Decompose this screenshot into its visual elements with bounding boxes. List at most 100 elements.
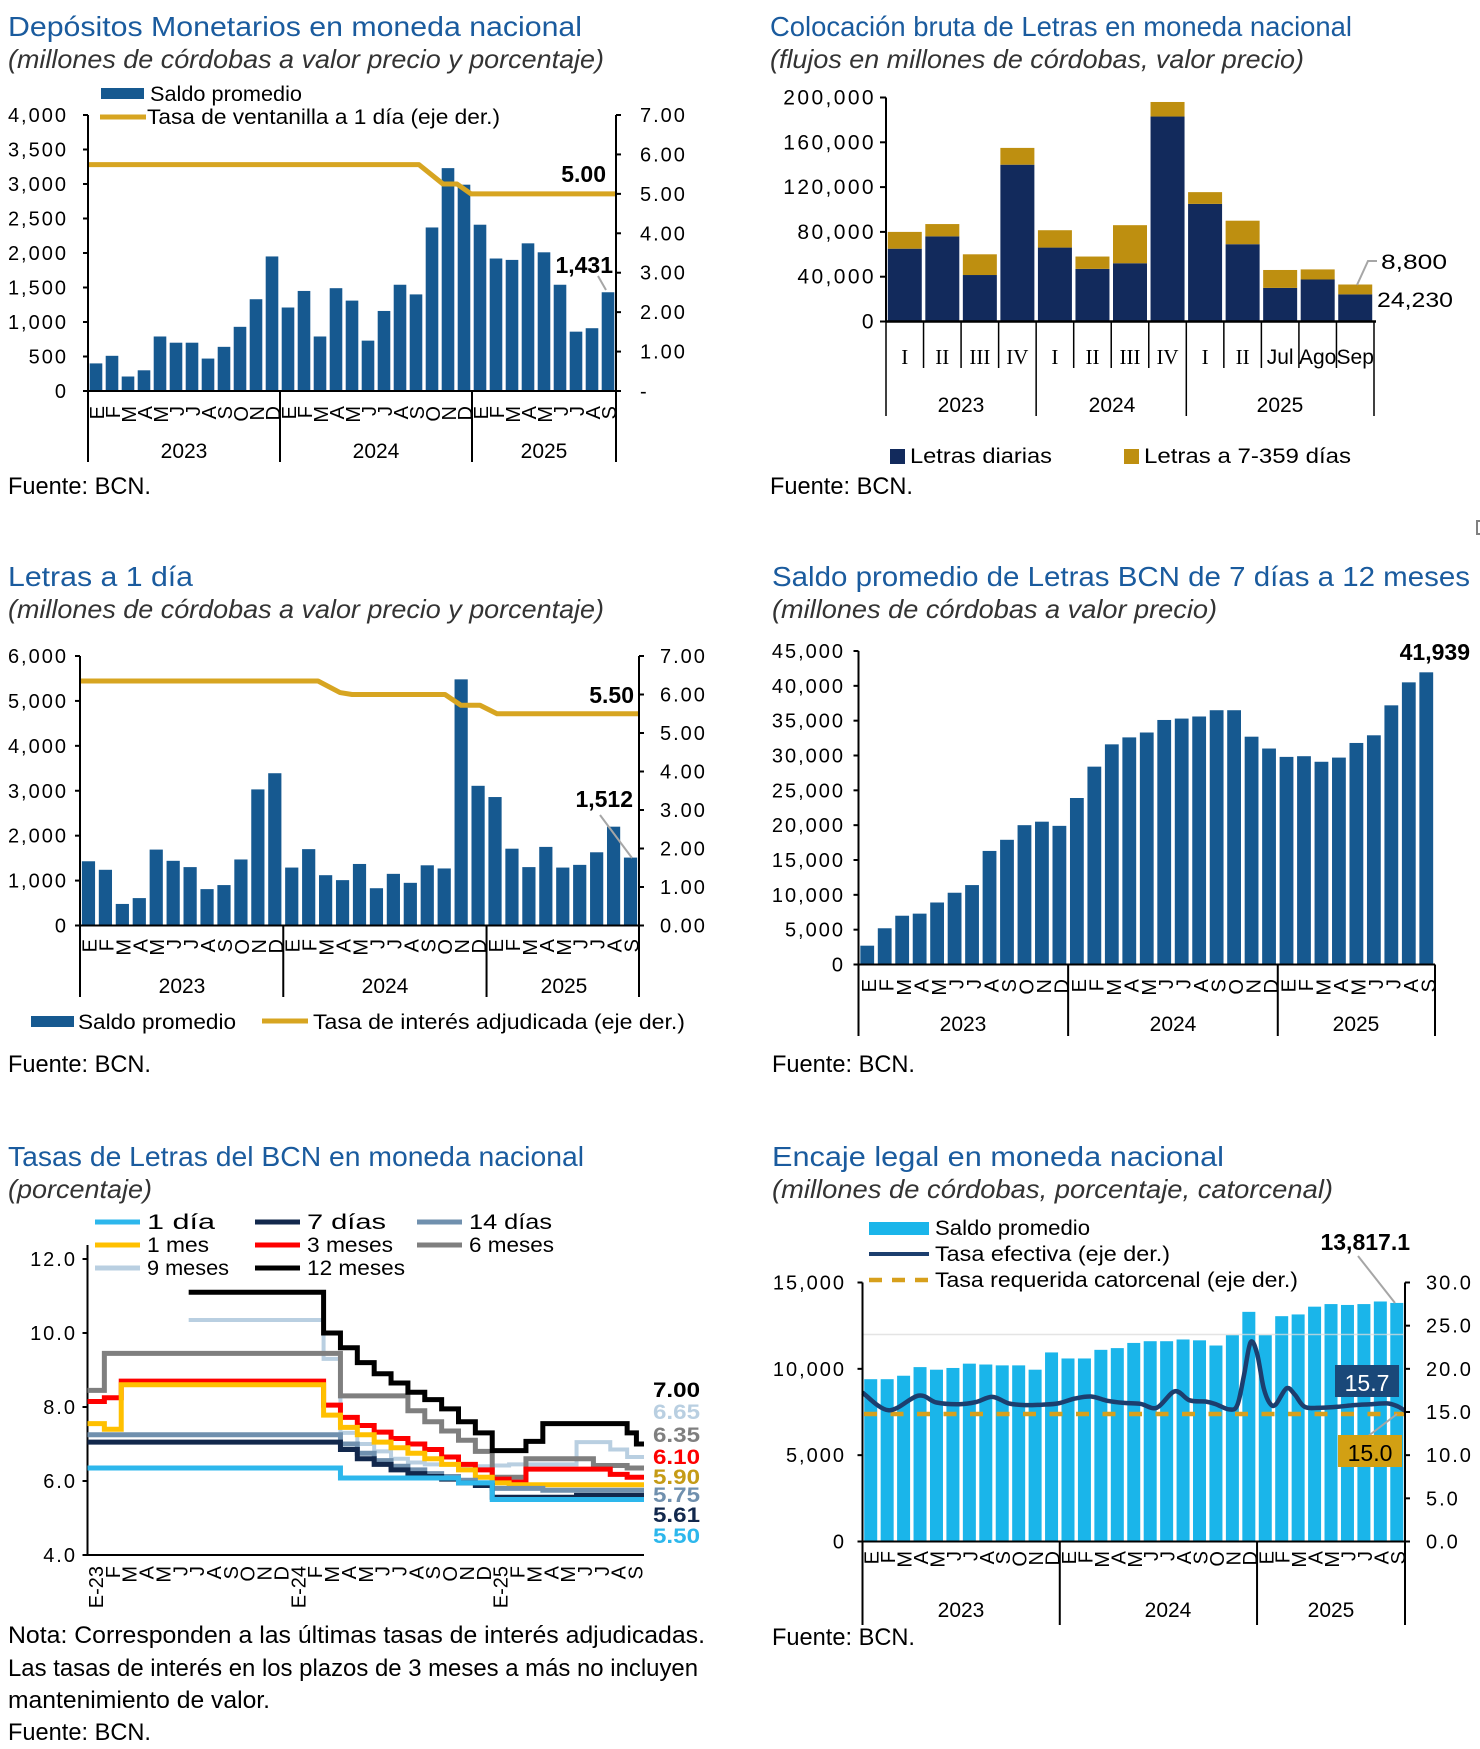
svg-text:8.0: 8.0 bbox=[43, 1397, 77, 1419]
svg-text:7.00: 7.00 bbox=[640, 105, 687, 127]
svg-text:J: J bbox=[359, 406, 381, 416]
svg-text:Depósitos Monetarios en moneda: Depósitos Monetarios en moneda nacional bbox=[8, 11, 582, 42]
svg-text:F: F bbox=[1086, 979, 1108, 991]
svg-text:E: E bbox=[1069, 979, 1091, 992]
svg-text:M: M bbox=[503, 406, 525, 423]
svg-text:A: A bbox=[541, 1565, 563, 1579]
svg-text:6,000: 6,000 bbox=[8, 646, 68, 668]
svg-text:A: A bbox=[334, 938, 356, 952]
svg-text:mantenimiento de valor.: mantenimiento de valor. bbox=[8, 1687, 270, 1714]
svg-text:Fuente: BCN.: Fuente: BCN. bbox=[8, 1051, 151, 1078]
svg-text:M: M bbox=[895, 1551, 917, 1568]
svg-text:S: S bbox=[1418, 979, 1440, 992]
svg-text:Letras diarias: Letras diarias bbox=[910, 445, 1052, 468]
svg-text:N: N bbox=[1223, 1551, 1245, 1565]
svg-text:120,000: 120,000 bbox=[783, 176, 876, 199]
svg-text:E: E bbox=[859, 979, 881, 992]
svg-text:10.0: 10.0 bbox=[30, 1323, 77, 1345]
svg-text:N: N bbox=[1026, 1551, 1048, 1565]
svg-text:A: A bbox=[1108, 1550, 1130, 1564]
svg-text:5.50: 5.50 bbox=[653, 1525, 700, 1548]
svg-text:S: S bbox=[626, 1566, 648, 1579]
svg-text:4.0: 4.0 bbox=[43, 1545, 77, 1567]
svg-text:2023: 2023 bbox=[938, 394, 985, 417]
svg-text:J: J bbox=[1158, 1551, 1180, 1561]
svg-text:3.00: 3.00 bbox=[660, 800, 707, 822]
svg-text:A: A bbox=[406, 1565, 428, 1579]
svg-text:M: M bbox=[558, 1566, 580, 1583]
svg-text:S: S bbox=[215, 939, 237, 952]
svg-text:4,000: 4,000 bbox=[8, 736, 68, 758]
svg-text:6.35: 6.35 bbox=[653, 1424, 700, 1447]
svg-text:0: 0 bbox=[832, 955, 845, 977]
svg-text:25.0: 25.0 bbox=[1426, 1316, 1473, 1338]
svg-text:5,000: 5,000 bbox=[785, 920, 845, 942]
svg-text:3,000: 3,000 bbox=[8, 174, 68, 196]
svg-text:6.00: 6.00 bbox=[640, 144, 687, 166]
svg-text:A: A bbox=[339, 1565, 361, 1579]
svg-text:E: E bbox=[1256, 1551, 1278, 1564]
svg-text:J: J bbox=[1355, 1551, 1377, 1561]
svg-text:Sep: Sep bbox=[1337, 346, 1374, 369]
svg-text:E: E bbox=[486, 939, 508, 952]
svg-text:0: 0 bbox=[55, 916, 68, 938]
svg-text:O: O bbox=[1016, 979, 1038, 995]
svg-text:Tasa de interés adjudicada (ej: Tasa de interés adjudicada (eje der.) bbox=[313, 1011, 685, 1034]
svg-text:S: S bbox=[1388, 1551, 1410, 1564]
svg-text:J: J bbox=[1338, 1551, 1360, 1561]
svg-text:Las tasas de interés en los pl: Las tasas de interés en los plazos de 3 … bbox=[8, 1655, 698, 1682]
svg-text:J: J bbox=[1366, 979, 1388, 989]
svg-text:2023: 2023 bbox=[159, 975, 206, 998]
svg-text:N: N bbox=[439, 406, 461, 420]
svg-text:O: O bbox=[238, 1566, 260, 1582]
svg-text:0: 0 bbox=[55, 381, 68, 403]
svg-text:-: - bbox=[640, 381, 649, 403]
svg-text:D: D bbox=[271, 1566, 293, 1580]
svg-text:F: F bbox=[508, 1566, 530, 1578]
svg-text:Colocación bruta de Letras en: Colocación bruta de Letras en moneda nac… bbox=[770, 11, 1352, 42]
svg-text:A: A bbox=[401, 938, 423, 952]
svg-text:20.0: 20.0 bbox=[1426, 1359, 1473, 1381]
svg-text:J: J bbox=[964, 979, 986, 989]
svg-text:1.00: 1.00 bbox=[640, 342, 687, 364]
svg-text:S: S bbox=[221, 1566, 243, 1579]
svg-text:A: A bbox=[198, 938, 220, 952]
svg-text:(porcentaje): (porcentaje) bbox=[8, 1174, 152, 1204]
svg-text:A: A bbox=[605, 938, 627, 952]
svg-text:5.90: 5.90 bbox=[653, 1466, 700, 1489]
svg-text:M: M bbox=[929, 979, 951, 996]
svg-text:M: M bbox=[1104, 979, 1126, 996]
svg-text:(millones de córdobas a valor: (millones de córdobas a valor precio y p… bbox=[8, 594, 604, 624]
svg-text:0: 0 bbox=[862, 311, 876, 334]
svg-text:3,000: 3,000 bbox=[8, 781, 68, 803]
svg-text:J: J bbox=[1174, 979, 1196, 989]
svg-text:M: M bbox=[147, 939, 169, 956]
svg-text:6 meses: 6 meses bbox=[469, 1234, 554, 1257]
svg-text:A: A bbox=[199, 405, 221, 419]
svg-text:15.0: 15.0 bbox=[1426, 1402, 1473, 1424]
svg-text:N: N bbox=[1034, 979, 1056, 993]
svg-text:N: N bbox=[249, 939, 271, 953]
svg-text:J: J bbox=[187, 1566, 209, 1576]
svg-text:F: F bbox=[103, 406, 125, 418]
svg-text:M: M bbox=[153, 1566, 175, 1583]
svg-text:2024: 2024 bbox=[1145, 1599, 1192, 1622]
svg-text:30,000: 30,000 bbox=[772, 746, 845, 768]
svg-text:3,500: 3,500 bbox=[8, 140, 68, 162]
svg-text:1,500: 1,500 bbox=[8, 278, 68, 300]
svg-text:10,000: 10,000 bbox=[773, 1359, 846, 1381]
svg-text:Fuente: BCN.: Fuente: BCN. bbox=[8, 473, 151, 500]
svg-text:M: M bbox=[119, 406, 141, 423]
svg-text:J: J bbox=[373, 1566, 395, 1576]
svg-text:J: J bbox=[389, 1566, 411, 1576]
svg-text:25,000: 25,000 bbox=[772, 780, 845, 802]
svg-text:2.00: 2.00 bbox=[640, 302, 687, 324]
svg-text:14 días: 14 días bbox=[469, 1211, 552, 1234]
svg-text:A: A bbox=[1121, 978, 1143, 992]
svg-text:A: A bbox=[1401, 978, 1423, 992]
svg-text:S: S bbox=[1191, 1551, 1213, 1564]
svg-text:J: J bbox=[588, 939, 610, 949]
svg-text:M: M bbox=[1289, 1551, 1311, 1568]
svg-text:O: O bbox=[435, 939, 457, 955]
svg-text:(millones de córdobas, porcent: (millones de córdobas, porcentaje, cator… bbox=[772, 1174, 1333, 1204]
